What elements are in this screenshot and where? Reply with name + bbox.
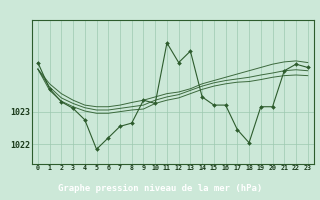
Text: Graphe pression niveau de la mer (hPa): Graphe pression niveau de la mer (hPa) xyxy=(58,184,262,193)
